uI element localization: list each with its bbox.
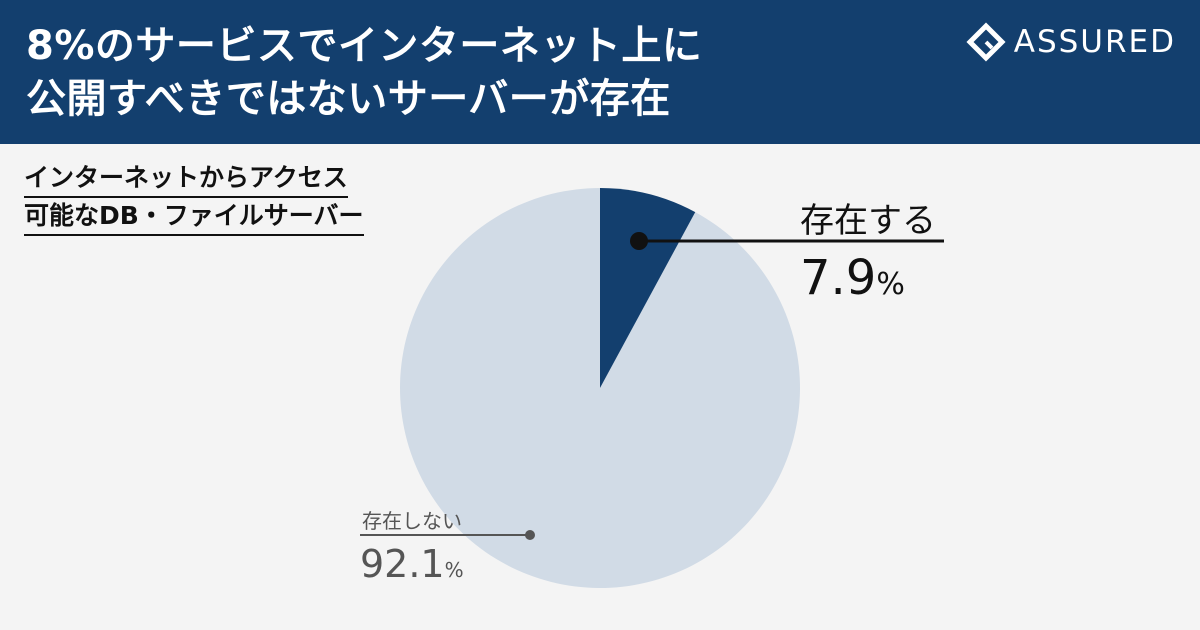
slice-value-exist: 7.9% [800,250,905,306]
leader-dot-not-exist [525,530,535,540]
chart-title-line-2: 可能なDB・ファイルサーバー [24,198,364,236]
chart-title: インターネットからアクセス 可能なDB・ファイルサーバー [24,160,364,236]
page-title: 8%のサービスでインターネット上に 公開すべきではないサーバーが存在 [26,20,826,126]
slice-label-not-exist: 存在しない [362,509,462,533]
leader-dot-exist [630,232,648,250]
slice-value-exist-number: 7.9 [800,250,877,306]
page-title-line-1: 8%のサービスでインターネット上に [26,23,703,69]
brand-name: ASSURED [1013,24,1176,60]
chart-title-line-1: インターネットからアクセス [24,160,348,198]
slice-value-exist-unit: % [876,267,905,302]
slice-value-not-exist-number: 92.1 [360,542,445,586]
slice-value-not-exist: 92.1% [360,542,464,586]
pie-slice-exist [600,188,696,388]
header: 8%のサービスでインターネット上に 公開すべきではないサーバーが存在 ASSUR… [0,0,1200,144]
brand-diamond-icon [966,22,1006,62]
slice-value-not-exist-unit: % [444,558,464,582]
slice-label-exist: 存在する [800,201,936,241]
brand-logo: ASSURED [966,22,1176,62]
page-title-line-2: 公開すべきではないサーバーが存在 [26,76,671,122]
